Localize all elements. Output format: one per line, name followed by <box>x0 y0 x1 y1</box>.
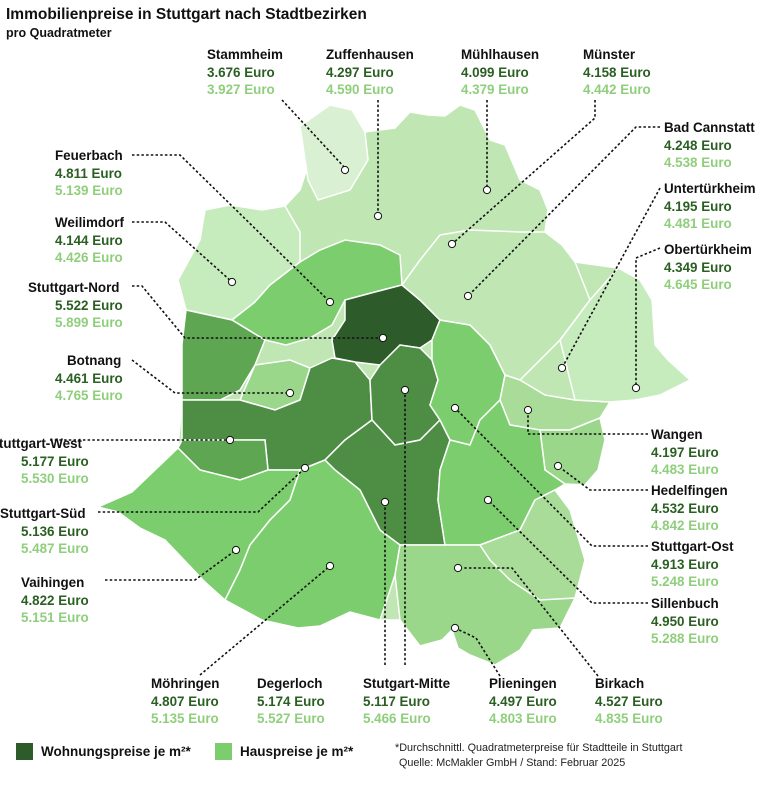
marker-obertuerkheim <box>631 383 641 393</box>
district-moehringen <box>224 459 401 629</box>
label-obertuerkheim: Obertürkheim 4.349 Euro 4.645 Euro <box>664 242 752 292</box>
legend-wohnung: Wohnungspreise je m²* <box>16 743 191 760</box>
label-vaihingen: Vaihingen 4.822 Euro 5.151 Euro <box>21 575 89 625</box>
legend-haus: Hauspreise je m²* <box>215 743 353 760</box>
label-zuffenhausen: Zuffenhausen 4.297 Euro 4.590 Euro <box>326 47 414 97</box>
label-plieningen: Plieningen 4.497 Euro 4.803 Euro <box>489 676 557 726</box>
marker-stammheim <box>340 165 350 175</box>
marker-birkach <box>453 563 463 573</box>
legend-swatch-haus <box>215 743 232 760</box>
district-obertuerkheim <box>559 267 692 403</box>
label-botnang: Botnang 4.461 Euro 4.765 Euro <box>55 353 123 403</box>
footnote: *Durchschnittl. Quadratmeterpreise für S… <box>395 741 682 771</box>
label-degerloch: Degerloch 5.174 Euro 5.527 Euro <box>257 676 325 726</box>
label-stuttgart-west: Stuttgart-West 5.177 Euro 5.530 Euro <box>0 436 89 486</box>
label-stammheim: Stammheim 3.676 Euro 3.927 Euro <box>207 47 283 97</box>
legend-label-wohnung: Wohnungspreise je m²* <box>41 744 191 759</box>
marker-bad-cannstatt <box>463 291 473 301</box>
marker-degerloch <box>380 497 390 507</box>
legend-label-haus: Hauspreise je m²* <box>240 744 354 759</box>
map-title: Immobilienpreise in Stuttgart nach Stadt… <box>6 6 367 23</box>
marker-zuffenhausen <box>373 211 383 221</box>
legend-swatch-wohnung <box>16 743 33 760</box>
label-bad-cannstatt: Bad Cannstatt 4.248 Euro 4.538 Euro <box>664 120 755 170</box>
label-birkach: Birkach 4.527 Euro 4.835 Euro <box>595 676 663 726</box>
marker-sillenbuch <box>483 495 493 505</box>
label-muenster: Münster 4.158 Euro 4.442 Euro <box>583 47 651 97</box>
footnote-line2: Quelle: McMakler GmbH / Stand: Februar 2… <box>399 757 626 769</box>
label-sillenbuch: Sillenbuch 4.950 Euro 5.288 Euro <box>651 596 719 646</box>
marker-vaihingen <box>231 545 241 555</box>
label-moehringen: Möhringen 4.807 Euro 5.135 Euro <box>151 676 220 726</box>
district-feuerbach <box>230 239 403 346</box>
marker-untertuerkheim <box>557 363 567 373</box>
marker-plieningen <box>450 623 460 633</box>
label-stuttgart-sued: Stuttgart-Süd 5.136 Euro 5.487 Euro <box>0 506 89 556</box>
footnote-line1: *Durchschnittl. Quadratmeterpreise für S… <box>395 742 683 754</box>
marker-stuttgart-nord <box>378 333 388 343</box>
district-stammheim <box>299 104 369 201</box>
district-birkach <box>478 489 586 601</box>
marker-muenster <box>447 239 457 249</box>
marker-weilimdorf <box>227 277 237 287</box>
marker-stuttgart-west <box>225 435 235 445</box>
label-stuttgart-nord: Stuttgart-Nord 5.522 Euro 5.899 Euro <box>28 280 123 330</box>
marker-botnang <box>285 388 295 398</box>
label-wangen: Wangen 4.197 Euro 4.483 Euro <box>651 427 719 477</box>
marker-muehlhausen <box>482 185 492 195</box>
district-markers <box>225 165 641 633</box>
label-muehlhausen: Mühlhausen 4.099 Euro 4.379 Euro <box>461 47 540 97</box>
district-botnang <box>181 309 266 401</box>
label-untertuerkheim: Untertürkheim 4.195 Euro 4.481 Euro <box>664 181 756 231</box>
marker-stuttgart-mitte <box>400 385 410 395</box>
label-stuttgart-ost: Stuttgart-Ost 4.913 Euro 5.248 Euro <box>651 539 734 589</box>
marker-stuttgart-sued <box>300 463 310 473</box>
label-stuttgart-mitte: Stutgart-Mitte 5.117 Euro 5.466 Euro <box>363 676 451 726</box>
marker-hedelfingen <box>553 461 563 471</box>
leader-lines <box>50 99 661 677</box>
label-hedelfingen: Hedelfingen 4.532 Euro 4.842 Euro <box>651 483 728 533</box>
marker-feuerbach <box>325 297 335 307</box>
marker-stuttgart-ost <box>450 403 460 413</box>
label-feuerbach: Feuerbach 4.811 Euro 5.139 Euro <box>55 148 123 198</box>
marker-wangen <box>523 405 533 415</box>
label-weilimdorf: Weilimdorf 4.144 Euro 4.426 Euro <box>55 215 124 265</box>
marker-moehringen <box>325 561 335 571</box>
map-subtitle: pro Quadratmeter <box>6 26 112 40</box>
